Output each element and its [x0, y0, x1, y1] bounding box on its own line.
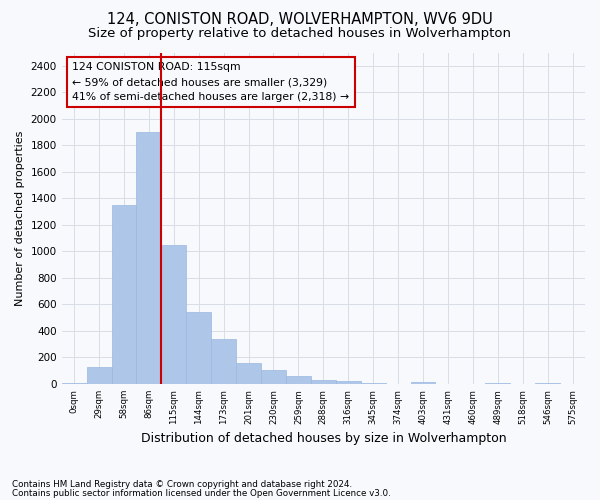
Text: 124, CONISTON ROAD, WOLVERHAMPTON, WV6 9DU: 124, CONISTON ROAD, WOLVERHAMPTON, WV6 9… — [107, 12, 493, 28]
Bar — [86, 366, 112, 384]
Bar — [161, 244, 186, 384]
Bar — [186, 312, 211, 384]
Text: Contains public sector information licensed under the Open Government Licence v3: Contains public sector information licen… — [12, 489, 391, 498]
Text: 124 CONISTON ROAD: 115sqm
← 59% of detached houses are smaller (3,329)
41% of se: 124 CONISTON ROAD: 115sqm ← 59% of detac… — [72, 62, 349, 102]
Bar — [62, 382, 86, 384]
Bar — [112, 205, 136, 384]
Bar — [211, 339, 236, 384]
Bar — [410, 382, 436, 384]
Bar — [136, 132, 161, 384]
Text: Size of property relative to detached houses in Wolverhampton: Size of property relative to detached ho… — [89, 28, 511, 40]
Bar — [361, 382, 386, 384]
Y-axis label: Number of detached properties: Number of detached properties — [15, 130, 25, 306]
Bar — [286, 376, 311, 384]
Bar — [311, 380, 336, 384]
Text: Contains HM Land Registry data © Crown copyright and database right 2024.: Contains HM Land Registry data © Crown c… — [12, 480, 352, 489]
X-axis label: Distribution of detached houses by size in Wolverhampton: Distribution of detached houses by size … — [140, 432, 506, 445]
Bar — [236, 364, 261, 384]
Bar — [261, 370, 286, 384]
Bar — [336, 382, 361, 384]
